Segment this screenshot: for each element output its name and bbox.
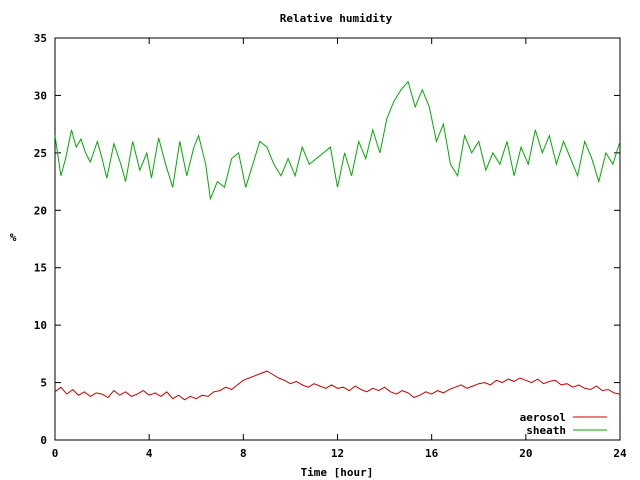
x-tick-label: 24	[613, 447, 627, 460]
y-axis-label: %	[10, 231, 17, 244]
y-tick-label: 35	[34, 32, 47, 45]
y-tick-label: 25	[34, 147, 47, 160]
x-tick-label: 16	[425, 447, 439, 460]
axes: 0 5 10 15 20 25 30 35 0 4 8 12 16 20 24	[34, 32, 627, 460]
y-tick-label: 20	[34, 204, 47, 217]
series-layer	[54, 80, 621, 401]
legend-label-aerosol: aerosol	[520, 411, 566, 424]
x-axis-label: Time [hour]	[301, 466, 374, 479]
legend-label-sheath: sheath	[526, 424, 566, 437]
chart-title: Relative humidity	[280, 12, 393, 25]
series-line-sheath	[54, 80, 621, 201]
x-tick-label: 8	[240, 447, 247, 460]
x-tick-label: 4	[146, 447, 153, 460]
x-tick-label: 12	[331, 447, 344, 460]
y-tick-label: 15	[34, 262, 47, 275]
series-line-aerosol	[54, 370, 621, 401]
x-tick-label: 20	[519, 447, 532, 460]
x-tick-label: 0	[52, 447, 59, 460]
y-tick-label: 30	[34, 89, 47, 102]
y-tick-label: 0	[40, 434, 47, 447]
y-tick-label: 10	[34, 319, 47, 332]
y-tick-label: 5	[40, 377, 47, 390]
